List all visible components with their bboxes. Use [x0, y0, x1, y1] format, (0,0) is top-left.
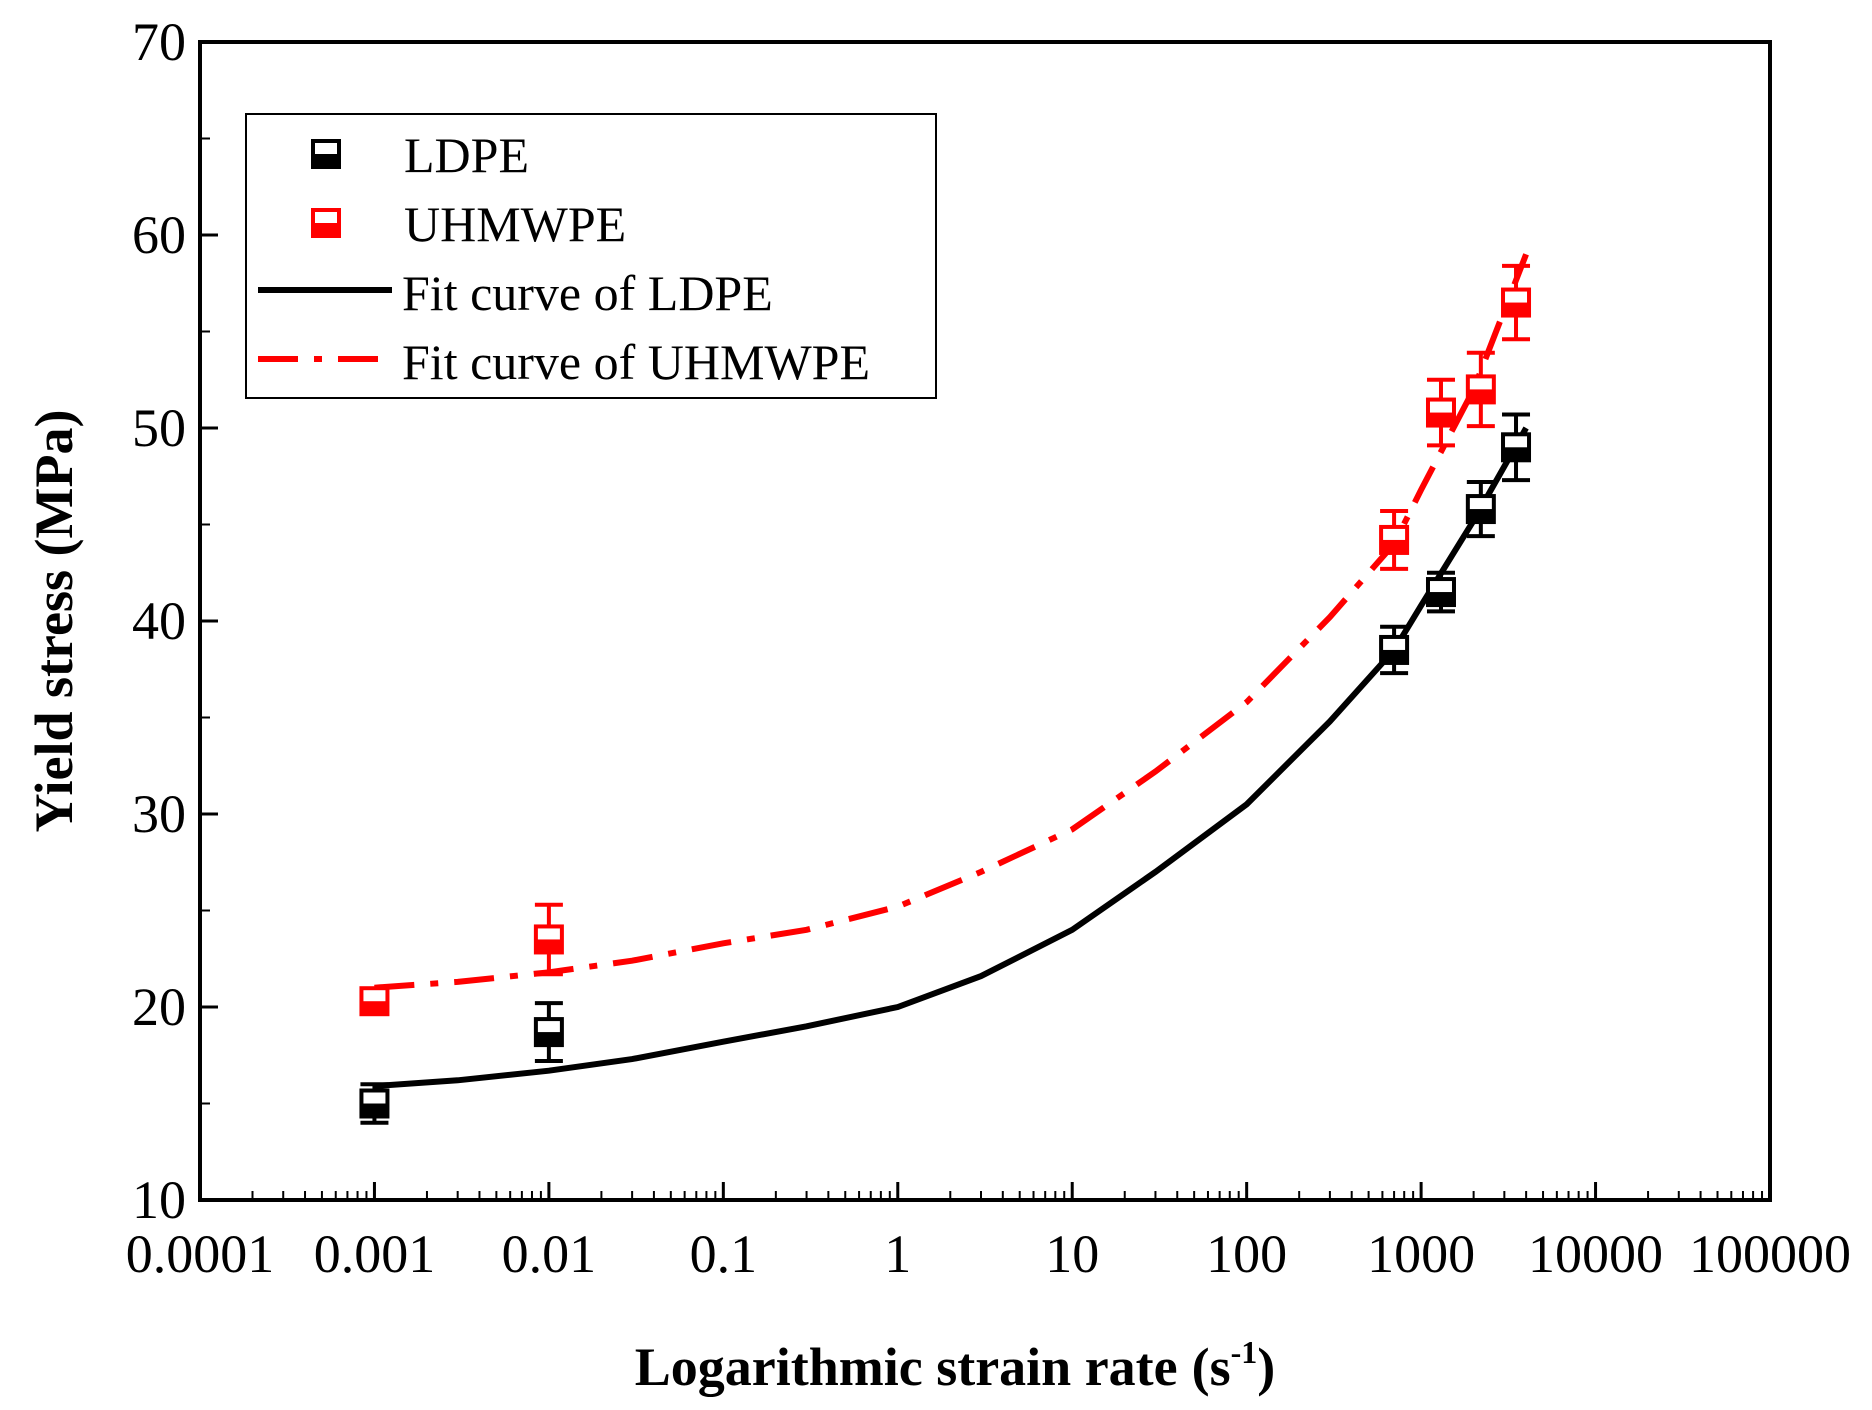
uhmwpe-data-point	[1501, 263, 1532, 342]
x-tick-label: 10000	[1528, 1224, 1663, 1284]
x-tick-label: 10	[1045, 1224, 1099, 1284]
uhmwpe-data-point	[1379, 508, 1410, 571]
x-tick-label: 0.0001	[126, 1224, 275, 1284]
marker	[1379, 634, 1410, 665]
marker-fill	[1381, 539, 1408, 553]
marker-fill	[313, 223, 339, 236]
marker	[1379, 524, 1410, 555]
legend-uhmwpe: UHMWPE	[311, 196, 626, 252]
x-tick-label: 100000	[1689, 1224, 1851, 1284]
marker	[1465, 494, 1496, 525]
x-tick-label: 1	[884, 1224, 911, 1284]
data-points	[359, 263, 1532, 1125]
x-tick-label: 1000	[1367, 1224, 1475, 1284]
marker-fill	[535, 939, 562, 953]
marker	[1425, 397, 1456, 428]
legend-label: LDPE	[404, 127, 529, 183]
marker	[533, 1017, 564, 1048]
legend-ldpe-fit: Fit curve of LDPE	[258, 265, 773, 321]
x-axis-title-main: Logarithmic strain rate	[635, 1337, 1178, 1397]
x-tick-label: 0.01	[502, 1224, 597, 1284]
marker-fill	[535, 1032, 562, 1046]
marker-fill	[1503, 302, 1530, 316]
x-tick-label: 100	[1206, 1224, 1287, 1284]
x-tick-label: 0.1	[690, 1224, 758, 1284]
marker-fill	[1467, 389, 1494, 403]
ldpe-data-point	[359, 1082, 390, 1125]
marker	[1425, 577, 1456, 608]
legend-ldpe: LDPE	[311, 127, 529, 183]
y-tick-label: 20	[132, 977, 186, 1037]
legend-marker	[311, 139, 341, 169]
ldpe-data-point	[1501, 412, 1532, 483]
x-axis-title: Logarithmic strain rate (s-1)	[635, 1334, 1276, 1397]
y-tick-label: 10	[132, 1170, 186, 1230]
ticks	[198, 40, 1772, 1202]
marker	[359, 1088, 390, 1119]
y-axis-title: Yield stress (MPa)	[24, 410, 84, 833]
marker-fill	[313, 154, 339, 167]
uhmwpe-data-point	[533, 902, 564, 977]
ldpe-data-point	[1465, 480, 1496, 539]
y-tick-label: 50	[132, 398, 186, 458]
marker	[1501, 287, 1532, 318]
marker-fill	[1467, 509, 1494, 523]
ldpe-data-point	[533, 1001, 564, 1064]
marker	[1501, 432, 1532, 463]
x-tick-label: 0.001	[314, 1224, 436, 1284]
marker	[1465, 374, 1496, 405]
y-tick-label: 60	[132, 205, 186, 265]
legend-label: Fit curve of UHMWPE	[402, 334, 870, 390]
marker-fill	[1503, 447, 1530, 461]
y-tick-label: 40	[132, 591, 186, 651]
legend-label: UHMWPE	[404, 196, 626, 252]
marker-fill	[1427, 412, 1454, 426]
y-tick-label: 30	[132, 784, 186, 844]
uhmwpe-fit-curve	[374, 253, 1529, 991]
legend-box	[245, 113, 937, 399]
legend-label: Fit curve of LDPE	[402, 265, 773, 321]
legend: LDPE UHMWPE Fit curve of LDPE Fit curve of …	[245, 113, 937, 399]
ldpe-fit-curve	[374, 426, 1529, 1090]
marker-fill	[1427, 592, 1454, 606]
uhmwpe-data-point	[359, 986, 390, 1017]
legend-marker	[311, 208, 341, 238]
marker-fill	[361, 1103, 388, 1117]
x-axis-title-exponent: -1	[1231, 1334, 1258, 1370]
marker-fill	[361, 1001, 388, 1015]
x-axis-title-close: )	[1257, 1337, 1275, 1397]
marker	[359, 986, 390, 1017]
x-axis-title-unit: (s	[1192, 1337, 1231, 1397]
marker-fill	[1381, 649, 1408, 663]
ldpe-data-point	[1425, 570, 1456, 614]
legend-uhmwpe-fit: Fit curve of UHMWPE	[258, 334, 870, 390]
uhmwpe-data-point	[1465, 350, 1496, 429]
uhmwpe-data-point	[1425, 377, 1456, 448]
y-tick-label: 70	[132, 12, 186, 72]
tick-labels: 0.0001 0.001 0.01 0.1 1 10 100 1000 10000 100000 1…	[126, 12, 1851, 1284]
ldpe-data-point	[1379, 624, 1410, 676]
marker	[533, 924, 564, 955]
